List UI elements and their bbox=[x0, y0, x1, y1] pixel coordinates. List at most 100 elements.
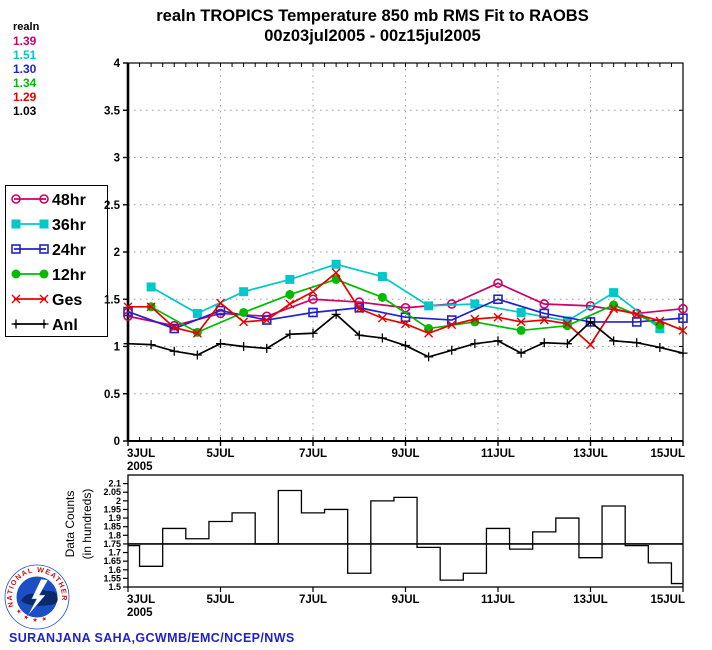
stats-label: realn bbox=[13, 21, 40, 33]
legend-item-36hr: 36hr bbox=[11, 217, 86, 234]
counts-y-tick-label: 2 bbox=[116, 496, 121, 506]
marker-x bbox=[493, 312, 503, 322]
marker-plus bbox=[632, 338, 642, 348]
marker-plus bbox=[401, 341, 410, 351]
counts-y-tick-label: 1.95 bbox=[103, 504, 121, 514]
y-tick-label: 2 bbox=[114, 247, 120, 259]
marker-x bbox=[678, 325, 688, 335]
marker-circle-open bbox=[585, 301, 596, 311]
counts-x-tick-label: 13JUL bbox=[573, 594, 608, 606]
marker-square-open bbox=[493, 294, 503, 305]
counts-y-tick-label: 1.9 bbox=[108, 513, 121, 523]
marker-x bbox=[586, 340, 595, 350]
marker-x bbox=[470, 314, 480, 324]
stats-panel: realn 1.39 1.51 1.30 1.34 1.29 1.03 bbox=[13, 20, 39, 118]
title-line1: realn TROPICS Temperature 850 mb RMS Fit… bbox=[156, 7, 589, 25]
stat-value-Anl: 1.03 bbox=[13, 104, 37, 118]
stat-value-24hr: 1.30 bbox=[13, 62, 37, 76]
counts-x-tick-label: 3JUL bbox=[127, 594, 155, 606]
marker-square-filled bbox=[470, 299, 480, 309]
marker-x bbox=[146, 302, 156, 312]
legend-item-12hr: 12hr bbox=[11, 267, 86, 284]
marker-square-filled bbox=[609, 288, 619, 298]
marker-square-filled bbox=[331, 259, 341, 269]
marker-square-filled bbox=[192, 308, 202, 318]
counts-x-tick-label: 11JUL bbox=[481, 594, 515, 606]
series-Anl bbox=[123, 309, 688, 362]
marker-x bbox=[331, 268, 341, 278]
marker-square-open bbox=[39, 244, 49, 254]
stat-value-48hr: 1.39 bbox=[13, 34, 37, 48]
y-tick-label: 0 bbox=[114, 436, 120, 448]
legend-label-12hr: 12hr bbox=[52, 267, 86, 284]
counts-y-tick-label: 2.1 bbox=[108, 479, 121, 489]
legend-item-24hr: 24hr bbox=[11, 242, 86, 259]
stats-values: 1.39 1.51 1.30 1.34 1.29 1.03 bbox=[13, 34, 39, 118]
marker-square-open bbox=[11, 244, 21, 254]
marker-plus bbox=[331, 309, 341, 319]
marker-plus bbox=[239, 342, 249, 351]
counts-y-tick-label: 1.55 bbox=[103, 573, 121, 583]
stat-value-12hr: 1.34 bbox=[13, 76, 37, 90]
marker-plus bbox=[146, 340, 156, 350]
counts-chart: 1.51.551.61.651.71.751.81.851.91.9522.05… bbox=[63, 474, 685, 619]
marker-plus bbox=[308, 328, 318, 338]
marker-square-filled bbox=[146, 282, 156, 292]
marker-circle-filled bbox=[285, 290, 295, 300]
y-tick-label: 4 bbox=[114, 58, 121, 70]
marker-square-filled bbox=[239, 287, 249, 297]
x-tick-label: 15JUL bbox=[650, 448, 685, 460]
x-tick-label: 7JUL bbox=[299, 448, 327, 460]
marker-circle-open bbox=[308, 294, 318, 305]
marker-x bbox=[655, 316, 665, 326]
series-Ges bbox=[123, 268, 688, 350]
marker-plus bbox=[586, 317, 595, 327]
counts-bars bbox=[128, 489, 683, 585]
marker-circle-open bbox=[539, 299, 550, 309]
marker-plus bbox=[39, 319, 49, 329]
counts-ylabel-line1: Data Counts bbox=[63, 491, 77, 558]
counts-ylabel-line2: (in hundreds) bbox=[80, 489, 94, 560]
x-tick-label: 11JUL bbox=[481, 448, 515, 460]
counts-y-tick-label: 1.5 bbox=[108, 582, 121, 592]
marker-circle-open bbox=[400, 302, 411, 313]
marker-square-filled bbox=[562, 316, 572, 326]
legend-label-24hr: 24hr bbox=[52, 242, 86, 259]
marker-plus bbox=[655, 342, 665, 352]
marker-plus bbox=[11, 319, 21, 329]
series-line-36hr bbox=[150, 263, 661, 330]
marker-x bbox=[562, 319, 572, 329]
x-tick-label: 9JUL bbox=[391, 448, 419, 460]
marker-plus bbox=[493, 336, 503, 346]
marker-square-filled bbox=[285, 274, 295, 284]
marker-circle-open bbox=[11, 194, 21, 204]
legend-canvas: 48hr 36hr 24hr 12hr Ges Anl bbox=[11, 192, 86, 334]
marker-square-open bbox=[678, 313, 688, 323]
counts-x-tick-label: 5JUL bbox=[206, 594, 234, 606]
y-tick-label: 2.5 bbox=[104, 200, 121, 212]
counts-y-tick-label: 1.75 bbox=[103, 539, 121, 549]
marker-x bbox=[308, 287, 318, 297]
marker-x bbox=[401, 319, 410, 329]
marker-square-open bbox=[631, 317, 642, 327]
counts-x-tick-label: 7JUL bbox=[299, 594, 327, 606]
marker-plus bbox=[123, 339, 133, 349]
series-36hr bbox=[146, 259, 665, 334]
marker-x bbox=[192, 328, 202, 338]
y-tick-label: 1.5 bbox=[104, 294, 121, 306]
marker-x bbox=[539, 315, 549, 325]
marker-plus bbox=[609, 336, 619, 346]
marker-x bbox=[39, 294, 49, 304]
marker-x bbox=[11, 294, 21, 304]
counts-frame bbox=[127, 474, 684, 588]
counts-x-tick-label-year: 2005 bbox=[127, 607, 153, 619]
marker-plus bbox=[470, 339, 480, 349]
legend-label-Anl: Anl bbox=[52, 317, 78, 334]
marker-plus bbox=[377, 333, 387, 343]
x-tick-label: 13JUL bbox=[573, 448, 608, 460]
marker-plus bbox=[562, 339, 572, 349]
marker-plus bbox=[354, 330, 364, 340]
